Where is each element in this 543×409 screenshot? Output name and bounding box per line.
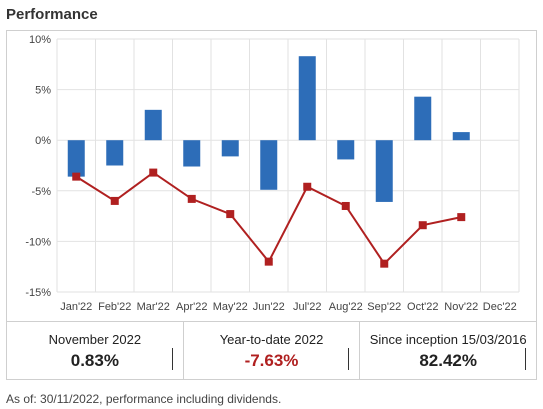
point-Mar'22 [149,168,158,177]
bar-Jul'22 [298,56,316,141]
x-tick-label: Oct'22 [407,301,438,313]
bar-Mar'22 [144,109,162,141]
bar-Feb'22 [106,140,124,166]
x-tick-label: Dec'22 [483,301,517,313]
point-Jan'22 [72,172,81,181]
performance-chart: -15% -10% -5% 0% 5% 10% Jan'22 Feb'22 Mar'22 Apr… [6,30,537,322]
point-May'22 [226,210,235,219]
stat-month: November 2022 0.83% [7,322,183,379]
x-tick-label: Jul'22 [293,301,321,313]
stat-ytd: Year-to-date 2022 -7.63% [182,322,360,379]
stat-month-label: November 2022 [48,332,142,347]
chart-svg: -15% -10% -5% 0% 5% 10% Jan'22 Feb'22 Mar'22 Apr… [25,34,520,313]
point-Aug'22 [341,201,350,210]
stat-inception: Since inception 15/03/2016 82.42% [359,322,536,379]
bar-Oct'22 [414,96,432,141]
point-Nov'22 [457,213,466,222]
bar-Jun'22 [260,140,278,190]
x-tick-label: May'22 [213,301,248,313]
bar-Sep'22 [375,140,393,202]
stat-divider [348,348,350,370]
stat-ytd-value: -7.63% [244,351,299,370]
bar-Nov'22 [452,132,470,141]
point-Jun'22 [264,257,273,266]
point-Sep'22 [380,259,389,268]
y-tick-label: 10% [29,34,51,46]
x-tick-label: Jan'22 [60,301,92,313]
page-title: Performance [6,6,98,23]
bar-Jan'22 [67,140,85,177]
bar-Apr'22 [183,140,201,167]
stat-divider [525,348,527,370]
bar-Aug'22 [337,140,355,160]
x-tick-label: Mar'22 [137,301,170,313]
x-tick-label: Feb'22 [98,301,131,313]
stat-inception-label: Since inception 15/03/2016 [369,332,527,347]
x-tick-label: Apr'22 [176,301,207,313]
point-Apr'22 [187,194,196,203]
x-tick-label: Sep'22 [367,301,401,313]
x-tick-label: Jun'22 [253,301,285,313]
y-tick-label: -10% [25,236,51,248]
stat-inception-value: 82.42% [419,351,478,370]
bar-May'22 [221,140,239,157]
stat-ytd-label: Year-to-date 2022 [219,332,324,347]
footnote: As of: 30/11/2022, performance including… [6,392,282,406]
point-Feb'22 [110,196,119,205]
y-tick-label: 0% [35,135,51,147]
point-Jul'22 [303,182,312,191]
x-tick-label: Aug'22 [329,301,363,313]
x-tick-label: Nov'22 [444,301,478,313]
y-tick-label: 5% [35,85,51,97]
stat-divider [171,348,173,370]
point-Oct'22 [418,221,427,230]
y-tick-label: -5% [31,186,51,198]
stat-month-value: 0.83% [70,351,119,370]
stats-panel: November 2022 0.83% Year-to-date 2022 -7… [6,322,537,380]
y-tick-label: -15% [25,287,51,299]
